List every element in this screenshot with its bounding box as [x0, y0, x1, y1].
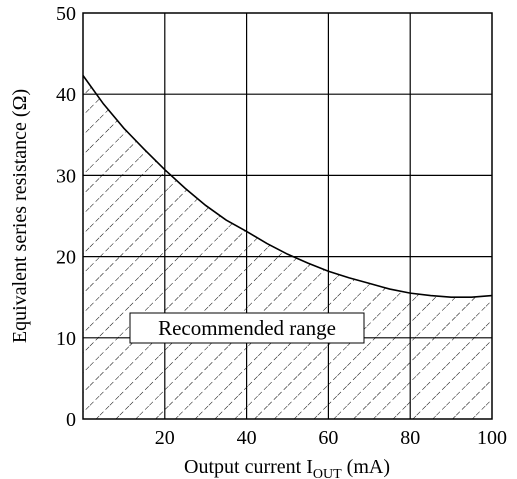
esr-curve-line: [82, 75, 493, 299]
y-axis-title: Equivalent series resistance (Ω): [9, 89, 31, 343]
hatched-area: [83, 75, 492, 419]
x-tick-label-20: 20: [155, 427, 175, 449]
y-tick-label-20: 20: [56, 247, 76, 269]
x-axis-title: Output current IOUT (mA): [184, 456, 390, 479]
x-axis-ticks: 20 40 60 80 100: [155, 427, 507, 449]
recommended-range-label-box: Recommended range: [129, 312, 365, 344]
y-tick-label-30: 30: [56, 165, 76, 187]
y-tick-label-40: 40: [56, 84, 76, 106]
plot-frame: [82, 12, 493, 420]
x-tick-label-80: 80: [400, 427, 420, 449]
esr-curve: [82, 75, 493, 299]
x-tick-label-40: 40: [237, 427, 257, 449]
x-tick-label-60: 60: [318, 427, 338, 449]
y-axis-ticks: 0 10 20 30 40 50: [56, 3, 76, 431]
x-axis-title-subscript: OUT: [313, 467, 342, 479]
x-tick-label-100: 100: [477, 427, 507, 449]
x-axis-title-unit: (mA): [342, 456, 390, 478]
y-tick-label-50: 50: [56, 3, 76, 25]
y-tick-label-10: 10: [56, 328, 76, 350]
recommended-range-hatch: [83, 75, 492, 419]
recommended-range-label: Recommended range: [158, 316, 336, 340]
x-axis-title-main: Output current I: [184, 456, 313, 478]
y-tick-label-0: 0: [66, 409, 76, 431]
